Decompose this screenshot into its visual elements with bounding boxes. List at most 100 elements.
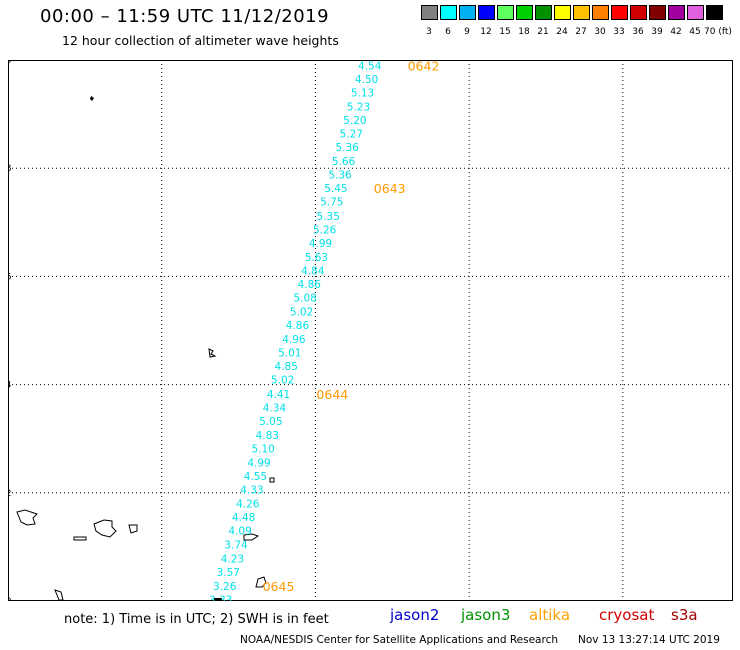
wave-height-label: 4.23 [221, 553, 244, 565]
island-ailinglaplap [93, 519, 117, 538]
colorbar-label: 45 [689, 27, 701, 37]
colorbar-label: 9 [464, 27, 470, 37]
wave-height-label: 4.86 [286, 320, 310, 332]
wave-height-label: 4.50 [355, 74, 378, 86]
colorbar-label: 33 [613, 27, 625, 37]
colorbar-swatch [459, 5, 476, 20]
colorbar-label: 36 [632, 27, 644, 37]
wave-height-label: 5.75 [320, 197, 343, 209]
colorbar-label: 18 [518, 27, 530, 37]
wave-height-label: 3.33 [209, 594, 232, 601]
wave-height-label: 5.02 [290, 307, 313, 319]
wave-height-label: 5.45 [324, 183, 347, 195]
island-enewetak [90, 96, 94, 101]
island-majuro [243, 533, 260, 541]
wave-height-track: 4.544.505.135.235.205.275.365.665.365.45… [209, 60, 382, 601]
wave-height-label: 5.08 [293, 292, 316, 304]
wave-height-label: 5.13 [351, 87, 374, 99]
island-south [214, 598, 222, 600]
colorbar-swatch [554, 5, 571, 20]
colorbar-label: 12 [480, 27, 492, 37]
wave-height-label: 5.66 [332, 156, 356, 168]
colorbar-label: 24 [556, 27, 568, 37]
island-ebon [54, 589, 64, 601]
wave-height-label: 4.33 [240, 485, 263, 497]
colorbar-swatch [687, 5, 704, 20]
colorbar-label: 6 [445, 27, 451, 37]
wave-height-label: 4.86 [298, 279, 322, 291]
island-lae [73, 536, 87, 541]
colorbar-swatch [421, 5, 438, 20]
colorbar-label: 42 [670, 27, 682, 37]
wave-height-label: 3.57 [217, 567, 240, 579]
colorbar-swatch [535, 5, 552, 20]
island-mili [255, 576, 267, 588]
colorbar-label: 39 [651, 27, 663, 37]
wave-height-label: 4.55 [244, 471, 267, 483]
wave-height-label: 5.36 [335, 142, 359, 154]
pass-id-label: 0643 [374, 181, 406, 196]
wave-height-label: 5.63 [305, 252, 328, 264]
colorbar-swatch [649, 5, 666, 20]
y-tick-label: 20 [8, 60, 12, 66]
axis-ticks: 201816141210165168171174177 [8, 60, 12, 601]
wave-height-label: 3.26 [213, 581, 237, 593]
colorbar-swatch [516, 5, 533, 20]
wave-height-label: 5.10 [251, 443, 274, 455]
y-tick-label: 10 [8, 597, 12, 601]
colorbar-swatch [592, 5, 609, 20]
satellite-name: jason2 [390, 606, 440, 624]
wave-height-label: 4.96 [282, 334, 306, 346]
map-subtitle: 12 hour collection of altimeter wave hei… [62, 33, 339, 48]
colorbar-swatch [478, 5, 495, 20]
wave-height-label: 5.36 [328, 170, 352, 182]
wave-height-label: 5.26 [313, 224, 337, 236]
island-namu [128, 524, 138, 534]
pass-id-label: 0642 [408, 60, 440, 73]
wave-height-label: 4.99 [309, 238, 332, 250]
wave-height-label: 4.34 [263, 402, 287, 414]
wave-height-label: 5.02 [271, 375, 294, 387]
wave-height-label: 4.48 [232, 512, 255, 524]
wave-height-label: 4.85 [275, 361, 298, 373]
wave-height-label: 5.23 [347, 102, 370, 114]
wave-height-label: 4.26 [236, 499, 260, 511]
wave-height-label: 4.09 [228, 526, 251, 538]
colorbar-label: 3 [426, 27, 432, 37]
colorbar-swatch [573, 5, 590, 20]
wave-height-label: 5.27 [340, 129, 363, 141]
wave-height-label: 4.83 [256, 430, 279, 442]
wave-height-label: 4.84 [301, 265, 325, 277]
pass-id-label: 0645 [263, 579, 295, 594]
wave-height-label: 5.20 [343, 115, 366, 127]
satellite-name: altika [529, 606, 571, 624]
y-tick-label: 18 [8, 164, 12, 174]
colorbar-label: 21 [537, 27, 549, 37]
plot-frame [8, 60, 733, 601]
colorbar-label: 70 (ft) [704, 27, 732, 37]
wave-height-label: 5.05 [259, 416, 282, 428]
colorbar-swatch [497, 5, 514, 20]
pass-id-labels: 0642 0643 0644 0645 [263, 60, 440, 594]
island-arno [269, 477, 275, 483]
colorbar-label: 15 [499, 27, 511, 37]
wave-height-label: 4.99 [247, 458, 270, 470]
islands [16, 96, 275, 601]
colorbar-swatch [706, 5, 723, 20]
colorbar-swatch [668, 5, 685, 20]
satellite-name: cryosat [599, 606, 655, 624]
colorbar-swatch [630, 5, 647, 20]
y-tick-label: 14 [8, 381, 12, 391]
credit-text: NOAA/NESDIS Center for Satellite Applica… [240, 634, 558, 646]
wave-height-label: 5.01 [278, 348, 301, 360]
satellite-name: s3a [671, 606, 698, 624]
generated-timestamp: Nov 13 13:27:14 UTC 2019 [578, 634, 720, 646]
island-ujelang [208, 348, 217, 358]
y-tick-label: 16 [8, 272, 12, 282]
colorbar-label: 30 [594, 27, 606, 37]
colorbar-swatch [440, 5, 457, 20]
gridlines [8, 60, 733, 601]
satellite-name: jason3 [461, 606, 511, 624]
units-note: note: 1) Time is in UTC; 2) SWH is in fe… [64, 612, 329, 627]
map-title: 00:00 – 11:59 UTC 11/12/2019 [40, 6, 330, 27]
